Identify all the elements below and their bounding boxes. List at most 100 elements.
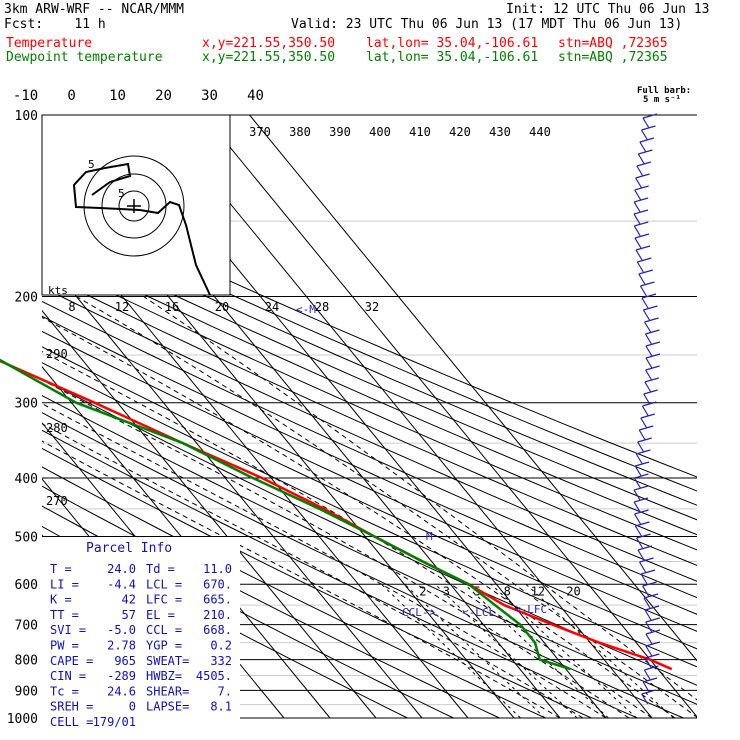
parcel-value: 332 xyxy=(210,654,232,668)
parcel-key: Tc = xyxy=(50,684,79,698)
wind-barb xyxy=(645,353,661,359)
dry-adiabat xyxy=(42,218,697,506)
parcel-key: SVI = xyxy=(50,623,86,637)
pressure-label: 200 xyxy=(15,291,38,306)
moist-adiabat xyxy=(42,403,607,719)
parcel-value: 0 xyxy=(129,700,136,714)
wind-barb xyxy=(643,597,651,609)
wind-barb xyxy=(641,297,649,309)
wind-barb xyxy=(634,185,649,191)
parcel-key: LAPSE= xyxy=(146,700,189,714)
pressure-label: 300 xyxy=(15,397,38,412)
wind-barb xyxy=(644,333,652,345)
wind-barb xyxy=(645,369,653,381)
hodograph-ring-label: 5 xyxy=(118,187,125,200)
wind-barb xyxy=(643,593,659,599)
pressure-label: 800 xyxy=(15,654,38,669)
theta-label-top: 400 xyxy=(369,125,391,139)
hodograph-speed-label: 8 xyxy=(68,300,75,314)
wind-barb xyxy=(640,417,648,429)
axis-labels: 1002003004005006007008009001000-80-70-60… xyxy=(7,88,581,727)
isotherm-line xyxy=(42,253,423,719)
wind-barb xyxy=(639,425,654,431)
hodograph-ring-label: 5 xyxy=(88,158,95,171)
wind-barbs xyxy=(633,113,661,705)
wind-barb xyxy=(636,537,644,549)
moist-adiabat xyxy=(143,296,697,701)
wind-barb xyxy=(638,269,654,275)
wind-barb xyxy=(640,281,655,287)
hodograph-speed-label: 16 xyxy=(165,300,179,314)
wind-barb xyxy=(635,461,650,467)
parcel-info-box xyxy=(42,537,240,735)
mixing-ratio-label: 20 xyxy=(566,585,580,599)
isotherm-line xyxy=(157,115,653,719)
dewpoint-legend: Dewpoint temperature xyxy=(6,50,163,65)
temperature-profile xyxy=(0,359,673,671)
wind-barb xyxy=(633,485,649,491)
wind-barb xyxy=(645,345,653,357)
parcel-value: -4.4 xyxy=(107,577,136,591)
isotherm-line xyxy=(42,365,331,719)
wind-barb xyxy=(639,285,647,297)
wind-barb xyxy=(640,573,648,585)
hodograph-ring xyxy=(118,190,150,222)
wind-barb xyxy=(642,401,657,407)
isotherm-line xyxy=(249,115,697,662)
dewpoint-xy: x,y=221.55,350.50 xyxy=(202,50,336,65)
moist-adiabat xyxy=(42,440,561,719)
wind-barb xyxy=(645,645,653,657)
parcel-key: LI = xyxy=(50,577,79,591)
mixing-ratio-line xyxy=(464,583,609,719)
wind-barb xyxy=(636,449,651,455)
dewpoint-profile xyxy=(0,358,571,671)
wind-barb xyxy=(638,429,646,441)
parcel-value: -289 xyxy=(107,669,136,683)
wind-barb xyxy=(635,521,650,527)
wind-barb xyxy=(642,581,657,587)
wind-barb xyxy=(644,317,659,323)
wind-barb xyxy=(645,365,660,371)
wind-barb xyxy=(634,525,642,537)
parcel-key: Td = xyxy=(146,562,175,576)
valid-time: Valid: 23 UTC Thu 06 Jun 13 (17 MDT Thu … xyxy=(291,17,683,32)
dry-adiabat xyxy=(42,193,697,478)
parcel-value: 210. xyxy=(203,608,232,622)
wind-barb xyxy=(636,261,644,273)
parcel-value: 7. xyxy=(218,684,232,698)
parcel-value: -5.0 xyxy=(107,623,136,637)
hodograph-speed-label: 20 xyxy=(215,300,229,314)
parcel-key: SWEAT= xyxy=(146,654,189,668)
wind-barb xyxy=(637,153,645,165)
dry-adiabat xyxy=(42,346,697,650)
wind-barb xyxy=(644,377,659,383)
level-markers: CCL-> <-LCL <-LFC M xyxy=(402,530,547,619)
dry-adiabat xyxy=(42,429,638,719)
wind-barb xyxy=(645,653,660,659)
pressure-label: 900 xyxy=(15,684,38,699)
parcel-value: 665. xyxy=(203,593,232,607)
moist-adiabat xyxy=(42,316,676,719)
wind-barb xyxy=(644,609,652,621)
wind-barb xyxy=(645,357,653,369)
wind-barb xyxy=(637,441,645,453)
mixing-ratio-label: 8 xyxy=(504,585,511,599)
wind-barb xyxy=(641,293,657,299)
dry-adiabat xyxy=(42,362,697,668)
wind-barb xyxy=(645,641,661,647)
temperature-xy: x,y=221.55,350.50 xyxy=(202,36,336,51)
wind-barb xyxy=(640,413,655,419)
wind-barb xyxy=(643,669,651,681)
parcel-key: PW = xyxy=(50,639,79,653)
wind-barb xyxy=(635,177,643,189)
full-barb-label: Full barb: xyxy=(637,86,692,96)
parcel-value: 668. xyxy=(203,623,232,637)
wind-barb xyxy=(641,693,649,705)
hodograph-box xyxy=(41,114,231,296)
hodograph-speed-label: 28 xyxy=(315,300,329,314)
parcel-key: LFC = xyxy=(146,593,182,607)
wind-barb xyxy=(633,497,649,503)
dry-adiabat xyxy=(42,378,697,686)
parcel-value: 11.0 xyxy=(203,562,232,576)
